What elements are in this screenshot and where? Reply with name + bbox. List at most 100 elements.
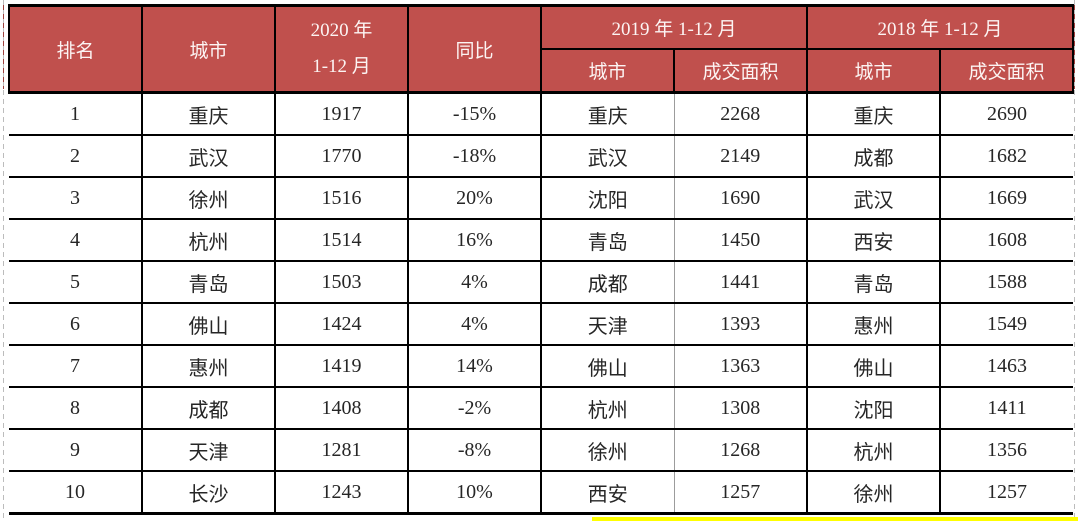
cell-yoy: -8% bbox=[407, 429, 541, 472]
cell-city-2018: 青岛 bbox=[806, 261, 941, 304]
cell-area-2018: 1682 bbox=[939, 135, 1074, 178]
subheader-area-2019: 成交面积 bbox=[672, 48, 809, 94]
text-highlight-strip bbox=[592, 517, 1078, 521]
cell-rank: 4 bbox=[9, 219, 142, 262]
table-row: 7 惠州 1419 14% 佛山 1363 佛山 1463 bbox=[9, 345, 1074, 388]
page-boundary-dash-right-header-tint bbox=[1074, 5, 1075, 89]
cell-city-2020: 长沙 bbox=[141, 471, 275, 515]
cell-city-2019: 杭州 bbox=[540, 387, 674, 430]
cell-city-2019: 徐州 bbox=[540, 429, 674, 472]
table-row: 8 成都 1408 -2% 杭州 1308 沈阳 1411 bbox=[9, 387, 1074, 430]
cell-area-2019: 1393 bbox=[673, 303, 808, 346]
cell-area-2020: 1917 bbox=[274, 92, 408, 136]
cell-area-2019: 2268 bbox=[673, 92, 808, 136]
cell-area-2020: 1419 bbox=[274, 345, 408, 388]
cell-city-2019: 成都 bbox=[540, 261, 674, 304]
cell-city-2019: 西安 bbox=[540, 471, 674, 515]
cell-city-2019: 沈阳 bbox=[540, 177, 674, 220]
cell-area-2018: 1463 bbox=[939, 345, 1074, 388]
subheader-city-2018: 城市 bbox=[806, 48, 942, 94]
cell-yoy: 16% bbox=[407, 219, 541, 262]
cell-area-2018: 2690 bbox=[939, 92, 1074, 136]
table-row: 5 青岛 1503 4% 成都 1441 青岛 1588 bbox=[9, 261, 1074, 304]
cell-city-2020: 佛山 bbox=[141, 303, 275, 346]
header-city-2020: 城市 bbox=[141, 4, 276, 94]
cell-city-2020: 重庆 bbox=[141, 92, 275, 136]
header-period-2020: 2020 年 1-12 月 bbox=[274, 4, 409, 94]
cell-area-2019: 1690 bbox=[673, 177, 808, 220]
subheader-city-2019: 城市 bbox=[540, 48, 675, 94]
cell-area-2020: 1770 bbox=[274, 135, 408, 178]
table-row: 10 长沙 1243 10% 西安 1257 徐州 1257 bbox=[9, 471, 1074, 515]
cell-city-2018: 佛山 bbox=[806, 345, 941, 388]
cell-area-2019: 1450 bbox=[673, 219, 808, 262]
cell-yoy: -15% bbox=[407, 92, 541, 136]
header-row-sub: 城市 成交面积 城市 成交面积 bbox=[9, 48, 1075, 94]
cell-rank: 8 bbox=[9, 387, 142, 430]
cell-area-2018: 1411 bbox=[939, 387, 1074, 430]
cell-city-2018: 成都 bbox=[806, 135, 941, 178]
cell-yoy: -2% bbox=[407, 387, 541, 430]
cell-rank: 7 bbox=[9, 345, 142, 388]
cell-yoy: 14% bbox=[407, 345, 541, 388]
cell-rank: 9 bbox=[9, 429, 142, 472]
cell-city-2020: 青岛 bbox=[141, 261, 275, 304]
cell-city-2019: 青岛 bbox=[540, 219, 674, 262]
cell-rank: 5 bbox=[9, 261, 142, 304]
cell-area-2019: 1441 bbox=[673, 261, 808, 304]
city-transaction-area-table: 排名 城市 2020 年 1-12 月 同比 2019 年 1-12 月 201… bbox=[8, 4, 1075, 515]
cell-yoy: 4% bbox=[407, 303, 541, 346]
cell-city-2018: 杭州 bbox=[806, 429, 941, 472]
cell-rank: 6 bbox=[9, 303, 142, 346]
header-group-2018: 2018 年 1-12 月 bbox=[806, 4, 1075, 50]
table-row: 3 徐州 1516 20% 沈阳 1690 武汉 1669 bbox=[9, 177, 1074, 220]
cell-city-2019: 重庆 bbox=[540, 92, 674, 136]
cell-city-2018: 重庆 bbox=[806, 92, 941, 136]
cell-rank: 1 bbox=[9, 92, 142, 136]
cell-city-2020: 天津 bbox=[141, 429, 275, 472]
cell-city-2018: 惠州 bbox=[806, 303, 941, 346]
header-yoy: 同比 bbox=[407, 4, 542, 94]
cell-city-2020: 徐州 bbox=[141, 177, 275, 220]
cell-area-2020: 1281 bbox=[274, 429, 408, 472]
cell-area-2019: 1257 bbox=[673, 471, 808, 515]
cell-yoy: 10% bbox=[407, 471, 541, 515]
cell-city-2020: 成都 bbox=[141, 387, 275, 430]
cell-rank: 10 bbox=[9, 471, 142, 515]
cell-city-2019: 佛山 bbox=[540, 345, 674, 388]
header-group-2019: 2019 年 1-12 月 bbox=[539, 4, 809, 50]
cell-area-2018: 1608 bbox=[939, 219, 1074, 262]
cell-area-2019: 1268 bbox=[673, 429, 808, 472]
cell-city-2019: 武汉 bbox=[540, 135, 674, 178]
subheader-area-2018: 成交面积 bbox=[939, 48, 1075, 94]
cell-city-2020: 武汉 bbox=[141, 135, 275, 178]
cell-area-2020: 1243 bbox=[274, 471, 408, 515]
header-rank: 排名 bbox=[8, 4, 143, 94]
cell-area-2020: 1514 bbox=[274, 219, 408, 262]
cell-city-2019: 天津 bbox=[540, 303, 674, 346]
cell-city-2020: 杭州 bbox=[141, 219, 275, 262]
cell-city-2018: 西安 bbox=[806, 219, 941, 262]
cell-yoy: -18% bbox=[407, 135, 541, 178]
cell-area-2020: 1516 bbox=[274, 177, 408, 220]
table-row: 9 天津 1281 -8% 徐州 1268 杭州 1356 bbox=[9, 429, 1074, 472]
cell-yoy: 4% bbox=[407, 261, 541, 304]
page-boundary-dash-left bbox=[3, 0, 4, 521]
cell-yoy: 20% bbox=[407, 177, 541, 220]
cell-area-2019: 1363 bbox=[673, 345, 808, 388]
table-row: 4 杭州 1514 16% 青岛 1450 西安 1608 bbox=[9, 219, 1074, 262]
cell-rank: 2 bbox=[9, 135, 142, 178]
cell-area-2020: 1408 bbox=[274, 387, 408, 430]
header-period-2020-line2: 1-12 月 bbox=[312, 56, 371, 77]
table-row: 6 佛山 1424 4% 天津 1393 惠州 1549 bbox=[9, 303, 1074, 346]
table-row: 2 武汉 1770 -18% 武汉 2149 成都 1682 bbox=[9, 135, 1074, 178]
cell-area-2018: 1356 bbox=[939, 429, 1074, 472]
cell-area-2018: 1669 bbox=[939, 177, 1074, 220]
header-period-2020-line1: 2020 年 bbox=[310, 20, 373, 41]
cell-area-2020: 1424 bbox=[274, 303, 408, 346]
cell-area-2018: 1257 bbox=[939, 471, 1074, 515]
cell-area-2018: 1588 bbox=[939, 261, 1074, 304]
cell-city-2020: 惠州 bbox=[141, 345, 275, 388]
page-boundary-dash-right bbox=[1074, 0, 1075, 521]
